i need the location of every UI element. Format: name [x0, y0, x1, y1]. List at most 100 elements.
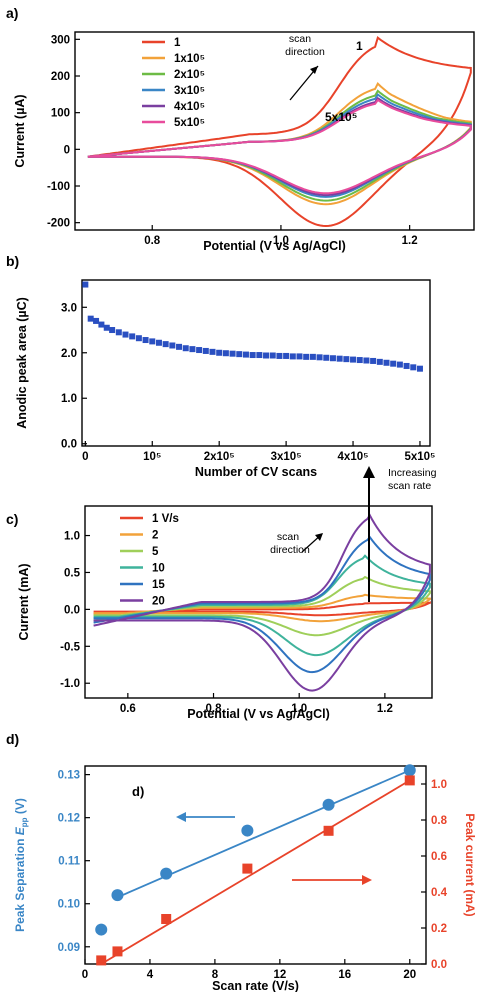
data-point [112, 946, 123, 957]
data-point [403, 362, 410, 369]
data-point [160, 867, 173, 880]
data-point [404, 775, 415, 786]
x-tick-label: 10⁵ [143, 451, 161, 463]
plot-frame [81, 279, 431, 447]
legend-label: 20 [152, 596, 165, 608]
data-point [350, 356, 357, 363]
data-point [383, 359, 390, 366]
legend-label: 10 [152, 563, 165, 575]
fit-line [100, 779, 411, 965]
y-tick-label-left: 0.12 [58, 813, 80, 825]
data-point [396, 361, 403, 368]
data-point [296, 353, 303, 360]
plot-frame [84, 765, 427, 965]
data-point [376, 358, 383, 365]
inner-panel-label: d) [132, 784, 144, 799]
data-point [169, 342, 176, 349]
data-point [323, 825, 334, 836]
data-point [103, 324, 110, 331]
annotation-scan: scan [289, 33, 311, 45]
x-axis-label: Number of CV scans [195, 465, 317, 479]
data-point [263, 352, 270, 359]
series-line [93, 554, 431, 657]
y-tick-label-right: 0.4 [431, 887, 448, 899]
y-tick-label: 100 [51, 108, 70, 120]
data-point [209, 348, 216, 355]
data-point [95, 923, 108, 936]
legend-label: 2x10⁵ [174, 69, 205, 81]
x-tick-label: 3x10⁵ [271, 451, 302, 463]
data-point [202, 347, 209, 354]
data-point [410, 364, 417, 371]
data-point [363, 357, 370, 364]
data-point [416, 365, 423, 372]
annotation-increasing: Increasing [388, 467, 437, 479]
y-tick-label-left: 0.13 [58, 770, 80, 782]
scan-arrow-head [310, 66, 318, 74]
x-tick-label: 0.8 [144, 235, 161, 247]
y-tick-label: 300 [51, 34, 70, 46]
data-point [390, 360, 397, 367]
x-tick-label: 1.0 [273, 235, 289, 247]
series-line [93, 575, 431, 637]
panel-b-peak-area: b) 0 10⁵ 2x10⁵ 3x10⁵ 4x10⁵ 5x10⁵ 0.0 1.0 2.0 3.0 Nu… [6, 253, 435, 479]
data-point [403, 764, 416, 777]
x-tick-label: 12 [273, 969, 286, 981]
y-tick-label: -100 [47, 181, 70, 193]
x-tick-label: 0 [82, 451, 88, 463]
data-point [98, 321, 105, 328]
series-line [87, 36, 472, 228]
y-tick-label: 200 [51, 71, 70, 83]
data-point [242, 351, 249, 358]
panel-label: c) [6, 511, 18, 527]
y-axis-label-left-text: Peak Separation [13, 835, 27, 932]
y-tick-label: 2.0 [61, 348, 77, 360]
increasing-arrow-head [363, 466, 375, 478]
data-point [249, 352, 256, 359]
y-tick-label: 0.0 [64, 604, 80, 616]
data-point [115, 329, 122, 336]
annotation-scan: scan [277, 531, 299, 543]
x-tick-label: 5x10⁵ [404, 451, 435, 463]
x-tick-label: 1.2 [402, 235, 418, 247]
data-point [316, 354, 323, 361]
y-tick-label-right: 0.8 [431, 815, 448, 827]
y-tick-label-right: 0.6 [431, 851, 447, 863]
annotation-last-scan: 5x10⁵ [325, 110, 357, 124]
legend-label: 15 [152, 579, 165, 591]
data-point [142, 337, 149, 344]
x-tick-label: 0.8 [206, 703, 223, 715]
x-tick-label: 0 [82, 969, 88, 981]
annotation-direction: direction [285, 46, 325, 58]
y-tick-label: 1.0 [61, 393, 77, 405]
y-tick-label-left: 0.10 [58, 899, 80, 911]
data-point [176, 343, 183, 350]
series-line [93, 535, 431, 674]
annotation-first-scan: 1 [356, 39, 363, 53]
data-point [370, 357, 377, 364]
x-tick-label: 0.6 [120, 703, 136, 715]
y-tick-label-right: 0.2 [431, 923, 447, 935]
data-point [155, 339, 162, 346]
data-point [256, 352, 263, 359]
panel-a-cv-stability: a) 0.8 1.0 1.2 -200 -100 0 100 200 300 Potential (… [6, 5, 475, 253]
data-point [323, 354, 330, 361]
y-tick-label: 3.0 [61, 302, 77, 314]
data-point [336, 355, 343, 362]
panel-label: d) [6, 731, 19, 747]
right-axis-arrow-head [362, 875, 372, 885]
panel-c-cv-scan-rate: c)0.6 0.8 1.0 1.2-1.0-0.50.00.51.0Potential… [6, 466, 437, 721]
left-axis-arrow-head [176, 812, 186, 822]
data-point [356, 357, 363, 364]
data-point [229, 350, 236, 357]
legend-label: 1 [174, 37, 181, 49]
x-tick-label: 16 [338, 969, 351, 981]
x-tick-label: 8 [212, 969, 219, 981]
y-axis-label-right: Peak current (mA) [463, 813, 477, 916]
data-point [283, 352, 290, 359]
data-point [129, 333, 136, 340]
y-axis-label-left-subscript: pp [20, 817, 29, 827]
data-point [182, 345, 189, 352]
data-point [343, 356, 350, 363]
data-point [87, 315, 94, 322]
